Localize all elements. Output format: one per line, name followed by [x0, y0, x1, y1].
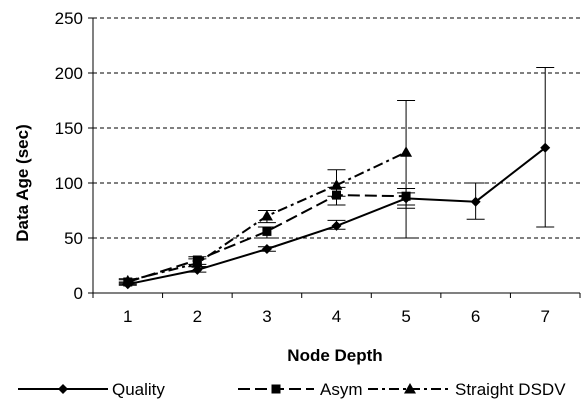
x-tick-label: 7: [540, 307, 549, 326]
y-tick-label: 50: [64, 229, 83, 248]
legend-item-straight-dsdv: Straight DSDV: [368, 380, 566, 399]
straight-dsdv-data-point: [400, 146, 413, 157]
legend-marker-asym: [271, 384, 281, 394]
legend-marker-straight-dsdv: [404, 383, 416, 394]
legend-item-asym: Asym: [238, 380, 363, 399]
y-tick-label: 100: [55, 174, 83, 193]
quality-data-point: [470, 196, 481, 207]
y-tick-label: 250: [55, 9, 83, 28]
quality-series-line: [127, 147, 546, 286]
straight-dsdv-data-point: [260, 210, 273, 221]
straight-dsdv-data-point: [191, 257, 204, 268]
x-tick-label: 1: [123, 307, 132, 326]
tick-labels: 0 50 100 150 200 250 1 2 3 4 5 6 7: [55, 9, 550, 326]
asym-data-point: [262, 226, 272, 236]
legend-label-quality: Quality: [112, 380, 165, 399]
y-axis-title: Data Age (sec): [13, 124, 32, 241]
axes: [88, 17, 581, 298]
legend-item-quality: Quality: [18, 380, 165, 399]
asym-data-point: [401, 191, 411, 201]
y-tick-label: 200: [55, 64, 83, 83]
legend-label-asym: Asym: [320, 380, 363, 399]
legend-marker-quality: [58, 384, 68, 394]
asym-series-line: [127, 194, 407, 283]
data-series: [121, 142, 551, 290]
legend-label-straight-dsdv: Straight DSDV: [455, 380, 566, 399]
x-axis-title: Node Depth: [287, 346, 382, 365]
legend: Quality Asym Straight DSDV: [18, 380, 566, 399]
x-tick-label: 3: [262, 307, 271, 326]
x-tick-label: 6: [471, 307, 480, 326]
quality-data-point: [540, 142, 551, 153]
x-tick-label: 5: [401, 307, 410, 326]
quality-data-point: [331, 220, 342, 231]
asym-data-point: [332, 190, 341, 200]
x-tick-label: 2: [193, 307, 202, 326]
straight-dsdv-data-point: [330, 179, 343, 190]
y-tick-label: 0: [74, 284, 83, 303]
y-tick-label: 150: [55, 119, 83, 138]
error-bars: [118, 67, 555, 286]
straight-dsdv-data-point: [121, 274, 134, 286]
quality-data-point: [261, 244, 272, 254]
x-tick-label: 4: [332, 307, 341, 326]
